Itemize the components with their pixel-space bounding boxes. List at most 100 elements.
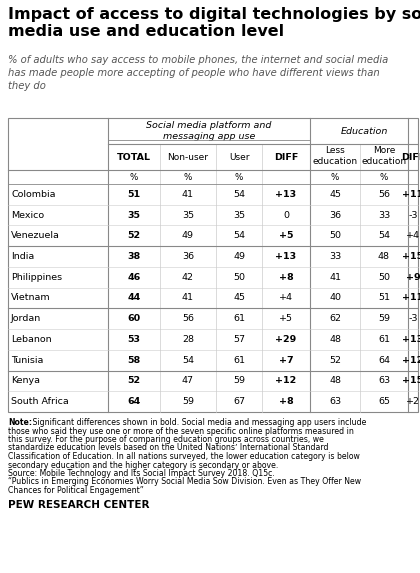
Text: 60: 60 [127,314,141,323]
Text: Less
education: Less education [312,146,357,166]
Text: 44: 44 [127,293,141,303]
Text: %: % [380,172,388,182]
Text: 52: 52 [329,356,341,364]
Text: 54: 54 [233,190,245,199]
Text: 56: 56 [378,190,390,199]
Text: 64: 64 [127,397,141,406]
Text: Significant differences shown in bold. Social media and messaging app users incl: Significant differences shown in bold. S… [30,418,366,427]
Text: 59: 59 [233,376,245,386]
Text: 48: 48 [329,335,341,344]
Text: 49: 49 [182,231,194,240]
Text: +5: +5 [279,231,293,240]
Text: -3: -3 [408,314,418,323]
Text: Vietnam: Vietnam [11,293,51,303]
Text: 50: 50 [378,273,390,282]
Text: South Africa: South Africa [11,397,69,406]
Text: 35: 35 [128,211,141,219]
Text: 50: 50 [233,273,245,282]
Text: +29: +29 [276,335,297,344]
Text: 0: 0 [283,211,289,219]
Text: 48: 48 [378,252,390,261]
Text: +13: +13 [276,190,297,199]
Text: -3: -3 [408,211,418,219]
Text: 53: 53 [128,335,141,344]
Text: +11: +11 [402,293,420,303]
Text: 35: 35 [233,211,245,219]
Text: Venezuela: Venezuela [11,231,60,240]
Text: 63: 63 [329,397,341,406]
Text: 41: 41 [329,273,341,282]
Text: 45: 45 [329,190,341,199]
Text: +15: +15 [402,252,420,261]
Text: +9: +9 [406,273,420,282]
Text: 54: 54 [233,231,245,240]
Bar [8,118,418,412]
Text: DIFF: DIFF [401,152,420,162]
Text: +4: +4 [406,231,420,240]
Text: those who said they use one or more of the seven specific online platforms measu: those who said they use one or more of t… [8,426,354,435]
Text: 61: 61 [378,335,390,344]
Text: 52: 52 [127,231,141,240]
Text: +13: +13 [402,335,420,344]
Text: 38: 38 [127,252,141,261]
Text: 42: 42 [182,273,194,282]
Text: Jordan: Jordan [11,314,41,323]
Text: More
education: More education [362,146,407,166]
Text: +2: +2 [406,397,420,406]
Text: User: User [229,152,249,162]
Text: 35: 35 [182,211,194,219]
Text: 61: 61 [233,314,245,323]
Text: this survey. For the purpose of comparing education groups across countries, we: this survey. For the purpose of comparin… [8,435,324,444]
Text: 47: 47 [182,376,194,386]
Text: 41: 41 [182,190,194,199]
Text: +4: +4 [279,293,293,303]
Text: 51: 51 [378,293,390,303]
Text: “Publics in Emerging Economies Worry Social Media Sow Division. Even as They Off: “Publics in Emerging Economies Worry Soc… [8,477,361,486]
Text: 59: 59 [182,397,194,406]
Text: 45: 45 [233,293,245,303]
Text: 50: 50 [329,231,341,240]
Text: +7: +7 [279,356,293,364]
Text: Colombia: Colombia [11,190,55,199]
Text: 40: 40 [329,293,341,303]
Text: Chances for Political Engagement”: Chances for Political Engagement” [8,486,144,495]
Text: Kenya: Kenya [11,376,40,386]
Text: 65: 65 [378,397,390,406]
Text: 41: 41 [182,293,194,303]
Text: 58: 58 [127,356,141,364]
Text: Source: Mobile Technology and Its Social Impact Survey 2018. Q15c.: Source: Mobile Technology and Its Social… [8,469,275,478]
Text: Non-user: Non-user [168,152,208,162]
Text: 62: 62 [329,314,341,323]
Text: 49: 49 [233,252,245,261]
Text: 59: 59 [378,314,390,323]
Text: 61: 61 [233,356,245,364]
Text: 48: 48 [329,376,341,386]
Text: PEW RESEARCH CENTER: PEW RESEARCH CENTER [8,500,150,511]
Text: +15: +15 [402,376,420,386]
Text: +8: +8 [278,273,294,282]
Text: %: % [331,172,339,182]
Text: Note:: Note: [8,418,32,427]
Bar [262,118,310,412]
Bar [408,118,418,412]
Text: %: % [130,172,138,182]
Text: +5: +5 [279,314,293,323]
Text: 63: 63 [378,376,390,386]
Text: secondary education and the higher category is secondary or above.: secondary education and the higher categ… [8,461,278,469]
Text: 67: 67 [233,397,245,406]
Text: India: India [11,252,34,261]
Text: 33: 33 [378,211,390,219]
Text: +13: +13 [276,252,297,261]
Text: 51: 51 [127,190,141,199]
Text: 54: 54 [182,356,194,364]
Text: Classification of Education. In all nations surveyed, the lower education catego: Classification of Education. In all nati… [8,452,360,461]
Text: Lebanon: Lebanon [11,335,52,344]
Text: Education: Education [340,127,388,135]
Text: +8: +8 [278,397,294,406]
Text: 36: 36 [182,252,194,261]
Text: 56: 56 [182,314,194,323]
Text: +12: +12 [276,376,297,386]
Text: Social media platform and
messaging app use: Social media platform and messaging app … [146,121,272,141]
Text: Impact of access to digital technologies by social
media use and education level: Impact of access to digital technologies… [8,7,420,39]
Text: 36: 36 [329,211,341,219]
